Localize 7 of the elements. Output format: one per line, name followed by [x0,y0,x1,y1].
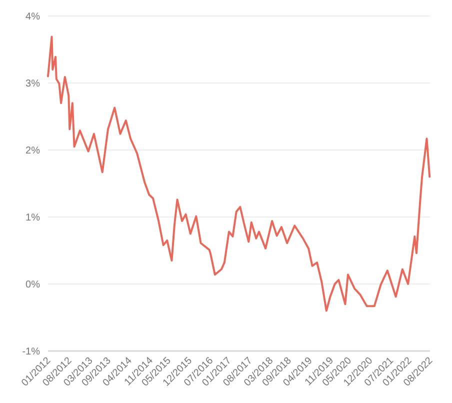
y-tick-label: -1% [22,346,40,358]
y-tick-label: 1% [26,212,40,224]
y-tick-label: 4% [26,12,40,22]
y-tick-label: 3% [26,78,40,90]
y-tick-label: 2% [26,146,40,156]
line-series [47,36,431,312]
y-tick-label: 0% [26,280,40,290]
